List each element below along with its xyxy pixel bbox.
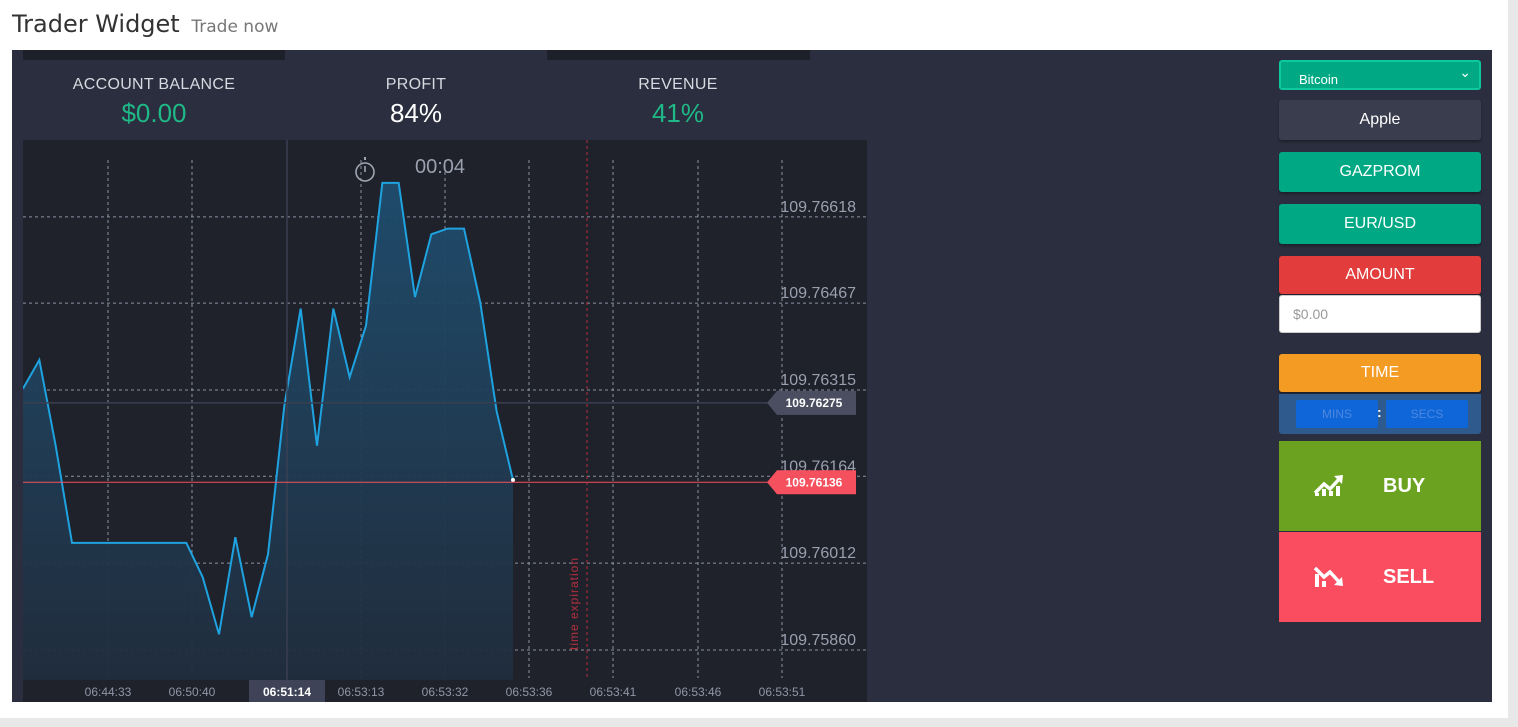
x-tick-label: 06:53:32: [422, 685, 469, 699]
sell-label: SELL: [1383, 566, 1435, 588]
page-title: Trader Widget Trade now: [12, 10, 278, 38]
y-tick-label: 109.76618: [780, 199, 856, 216]
y-tick-label: 109.75860: [780, 632, 856, 649]
trend-down-icon: [1313, 564, 1345, 594]
stopwatch-icon: [355, 157, 375, 182]
account-balance-stat: ACCOUNT BALANCE $0.00: [24, 76, 284, 129]
price-chart-svg: time expiration 06:44:33 06:50:40 06:51:14…: [23, 140, 867, 702]
asset-button-apple[interactable]: Apple: [1279, 100, 1481, 140]
x-tick-label: 06:53:46: [675, 685, 722, 699]
price-area: [23, 182, 513, 680]
buy-label: BUY: [1383, 475, 1426, 497]
time-input-row: :: [1279, 394, 1481, 434]
timer-value: 00:04: [415, 156, 465, 178]
stats-bar: ACCOUNT BALANCE $0.00 PROFIT 84% REVENUE…: [12, 60, 867, 140]
x-tick-label: 06:53:13: [338, 685, 385, 699]
y-tick-label: 109.76467: [780, 285, 856, 302]
x-tick-label: 06:44:33: [85, 685, 132, 699]
price-line: [23, 181, 514, 635]
profit-label: PROFIT: [385, 76, 447, 93]
asset-button-gazprom[interactable]: GAZPROM: [1279, 152, 1481, 192]
expiration-label: time expiration: [567, 557, 581, 650]
price-chart[interactable]: time expiration 06:44:33 06:50:40 06:51:14…: [23, 140, 867, 702]
price-tag-label: 109.76136: [786, 475, 843, 489]
asset-select-value: Bitcoin: [1299, 72, 1339, 87]
y-tick-label: 109.76315: [780, 372, 856, 389]
profit-stat: PROFIT 84%: [286, 76, 546, 129]
sell-button[interactable]: SELL: [1279, 532, 1481, 622]
seconds-input[interactable]: [1386, 400, 1468, 428]
revenue-stat: REVENUE 41%: [548, 76, 808, 129]
x-tick-label: 06:51:14: [263, 685, 311, 699]
subtitle-text: Trade now: [191, 17, 279, 37]
time-separator: :: [1377, 404, 1382, 420]
price-tag: [767, 390, 856, 415]
title-text: Trader Widget: [12, 10, 180, 38]
last-point-marker: [511, 478, 515, 482]
x-tick-highlight: [249, 680, 325, 702]
amount-header: AMOUNT: [1279, 256, 1481, 294]
y-tick-label: 109.76012: [780, 545, 856, 562]
x-tick-label: 06:53:41: [590, 685, 637, 699]
minutes-input[interactable]: [1296, 400, 1378, 428]
time-header: TIME: [1279, 354, 1481, 392]
x-tick-label: 06:50:40: [169, 685, 216, 699]
price-tag-label: 109.76275: [786, 396, 843, 410]
buy-button[interactable]: BUY: [1279, 441, 1481, 531]
trend-up-icon: [1313, 473, 1345, 503]
asset-button-eurusd[interactable]: EUR/USD: [1279, 204, 1481, 244]
x-tick-label: 06:53:51: [759, 685, 806, 699]
x-tick-label: 06:53:36: [506, 685, 553, 699]
account-balance-value: $0.00: [121, 98, 187, 128]
asset-select[interactable]: Bitcoin ⌄: [1279, 60, 1481, 90]
account-balance-label: ACCOUNT BALANCE: [72, 76, 236, 93]
revenue-value: 41%: [651, 98, 705, 128]
amount-input[interactable]: [1279, 295, 1481, 333]
chevron-down-icon: ⌄: [1459, 64, 1471, 80]
tab-stub-right: [547, 50, 810, 60]
revenue-label: REVENUE: [638, 76, 718, 93]
profit-value: 84%: [389, 98, 443, 128]
tab-stub-left: [23, 50, 285, 60]
trader-widget: ACCOUNT BALANCE $0.00 PROFIT 84% REVENUE…: [12, 50, 1492, 702]
price-tag: [767, 470, 856, 495]
